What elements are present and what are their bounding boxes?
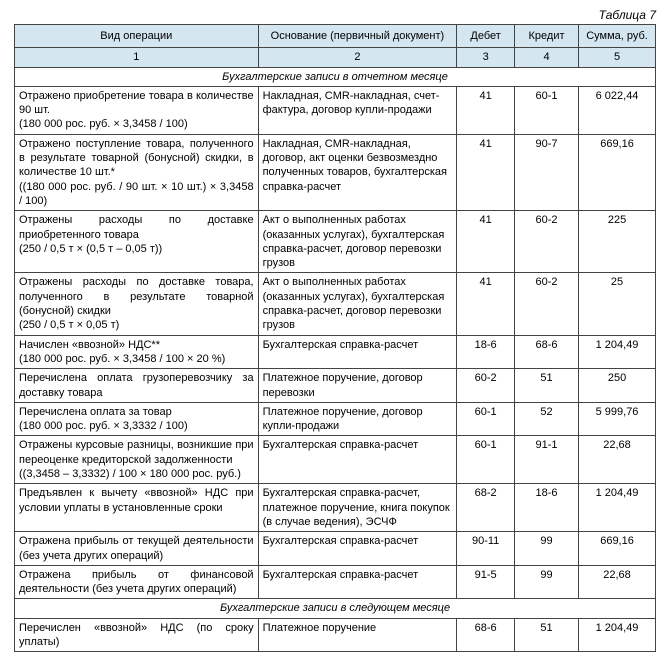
cell-debit: 68-2 — [457, 484, 515, 532]
header-op: Вид операции — [15, 25, 259, 48]
cell-credit: 68-6 — [514, 335, 578, 369]
colnum-1: 1 — [15, 48, 259, 67]
cell-sum: 1 204,49 — [579, 618, 656, 652]
cell-debit: 41 — [457, 134, 515, 210]
accounting-table: Вид операции Основание (первичный докуме… — [14, 24, 656, 652]
cell-sum: 225 — [579, 211, 656, 273]
cell-basis: Бухгалтерская справка-расчет — [258, 436, 457, 484]
table-body: Бухгалтерские записи в отчетном месяце — [15, 67, 656, 86]
cell-basis: Бухгалтерская справка-расчет — [258, 532, 457, 566]
cell-basis: Акт о выполненных работах (оказанных усл… — [258, 273, 457, 335]
cell-credit: 52 — [514, 402, 578, 436]
column-number-row: 1 2 3 4 5 — [15, 48, 656, 67]
colnum-5: 5 — [579, 48, 656, 67]
cell-sum: 669,16 — [579, 134, 656, 210]
cell-op: Отражена прибыль от финансовой деятельно… — [15, 565, 259, 599]
cell-op: Отражены расходы по доставке товара, пол… — [15, 273, 259, 335]
cell-credit: 60-1 — [514, 86, 578, 134]
cell-debit: 60-2 — [457, 369, 515, 403]
cell-sum: 669,16 — [579, 532, 656, 566]
table-row: Перечислена оплата за товар (180 000 рос… — [15, 402, 656, 436]
cell-sum: 25 — [579, 273, 656, 335]
cell-credit: 91-1 — [514, 436, 578, 484]
table-row: Отражены курсовые разницы, возникшие при… — [15, 436, 656, 484]
table-row: Отражены расходы по доставке товара, пол… — [15, 273, 656, 335]
section-header-1: Бухгалтерские записи в отчетном месяце — [15, 67, 656, 86]
cell-debit: 18-6 — [457, 335, 515, 369]
cell-credit: 18-6 — [514, 484, 578, 532]
header-sum: Сумма, руб. — [579, 25, 656, 48]
header-credit: Кредит — [514, 25, 578, 48]
rows-body-1: Отражено приобретение товара в количеств… — [15, 86, 656, 599]
header-row: Вид операции Основание (первичный докуме… — [15, 25, 656, 48]
cell-basis: Бухгалтерская справка-расчет, платежное … — [258, 484, 457, 532]
cell-debit: 41 — [457, 273, 515, 335]
cell-sum: 250 — [579, 369, 656, 403]
cell-basis: Бухгалтерская справка-расчет — [258, 335, 457, 369]
cell-basis: Бухгалтерская справка-расчет — [258, 565, 457, 599]
cell-debit: 41 — [457, 86, 515, 134]
cell-credit: 99 — [514, 565, 578, 599]
header-basis: Основание (первичный документ) — [258, 25, 457, 48]
cell-credit: 51 — [514, 618, 578, 652]
cell-op: Отражены расходы по доставке приобретенн… — [15, 211, 259, 273]
table-row: Отражена прибыль от финансовой деятельно… — [15, 565, 656, 599]
table-row: Отражено поступление товара, полученного… — [15, 134, 656, 210]
cell-debit: 90-11 — [457, 532, 515, 566]
cell-sum: 5 999,76 — [579, 402, 656, 436]
header-debit: Дебет — [457, 25, 515, 48]
cell-sum: 6 022,44 — [579, 86, 656, 134]
cell-basis: Накладная, CMR-накладная, счет-фактура, … — [258, 86, 457, 134]
cell-op: Перечислена оплата за товар (180 000 рос… — [15, 402, 259, 436]
cell-credit: 51 — [514, 369, 578, 403]
cell-op: Отражена прибыль от текущей деятельности… — [15, 532, 259, 566]
cell-credit: 60-2 — [514, 273, 578, 335]
cell-op: Отражены курсовые разницы, возникшие при… — [15, 436, 259, 484]
table-row: Начислен «ввозной» НДС** (180 000 рос. р… — [15, 335, 656, 369]
table-row: Предъявлен к вычету «ввозной» НДС при ус… — [15, 484, 656, 532]
table-row: Отражена прибыль от текущей деятельности… — [15, 532, 656, 566]
colnum-4: 4 — [514, 48, 578, 67]
cell-debit: 41 — [457, 211, 515, 273]
section-title-2: Бухгалтерские записи в следующем месяце — [15, 599, 656, 618]
cell-credit: 90-7 — [514, 134, 578, 210]
table-row: Отражено приобретение товара в количеств… — [15, 86, 656, 134]
table-row: Перечислена оплата грузоперевозчику за д… — [15, 369, 656, 403]
cell-debit: 68-6 — [457, 618, 515, 652]
colnum-2: 2 — [258, 48, 457, 67]
cell-op: Перечислена оплата грузоперевозчику за д… — [15, 369, 259, 403]
cell-op: Отражено приобретение товара в количеств… — [15, 86, 259, 134]
cell-debit: 91-5 — [457, 565, 515, 599]
colnum-3: 3 — [457, 48, 515, 67]
cell-basis: Платежное поручение — [258, 618, 457, 652]
cell-debit: 60-1 — [457, 436, 515, 484]
cell-basis: Платежное поручение, договор перевозки — [258, 369, 457, 403]
cell-debit: 60-1 — [457, 402, 515, 436]
cell-sum: 22,68 — [579, 436, 656, 484]
cell-basis: Акт о выполненных работах (оказанных усл… — [258, 211, 457, 273]
cell-sum: 1 204,49 — [579, 484, 656, 532]
cell-op: Отражено поступление товара, полученного… — [15, 134, 259, 210]
cell-sum: 22,68 — [579, 565, 656, 599]
cell-sum: 1 204,49 — [579, 335, 656, 369]
cell-credit: 99 — [514, 532, 578, 566]
cell-basis: Платежное поручение, договор купли-прода… — [258, 402, 457, 436]
cell-op: Перечислен «ввозной» НДС (по сроку уплат… — [15, 618, 259, 652]
cell-credit: 60-2 — [514, 211, 578, 273]
table-row: Отражены расходы по доставке приобретенн… — [15, 211, 656, 273]
cell-op: Начислен «ввозной» НДС** (180 000 рос. р… — [15, 335, 259, 369]
table-row: Перечислен «ввозной» НДС (по сроку уплат… — [15, 618, 656, 652]
section-header-2: Бухгалтерские записи в следующем месяце — [15, 599, 656, 618]
section-title-1: Бухгалтерские записи в отчетном месяце — [15, 67, 656, 86]
cell-basis: Накладная, CMR-накладная, договор, акт о… — [258, 134, 457, 210]
cell-op: Предъявлен к вычету «ввозной» НДС при ус… — [15, 484, 259, 532]
rows-body-2: Перечислен «ввозной» НДС (по сроку уплат… — [15, 618, 656, 652]
table-body-2: Бухгалтерские записи в следующем месяце — [15, 599, 656, 618]
table-caption: Таблица 7 — [14, 8, 656, 22]
